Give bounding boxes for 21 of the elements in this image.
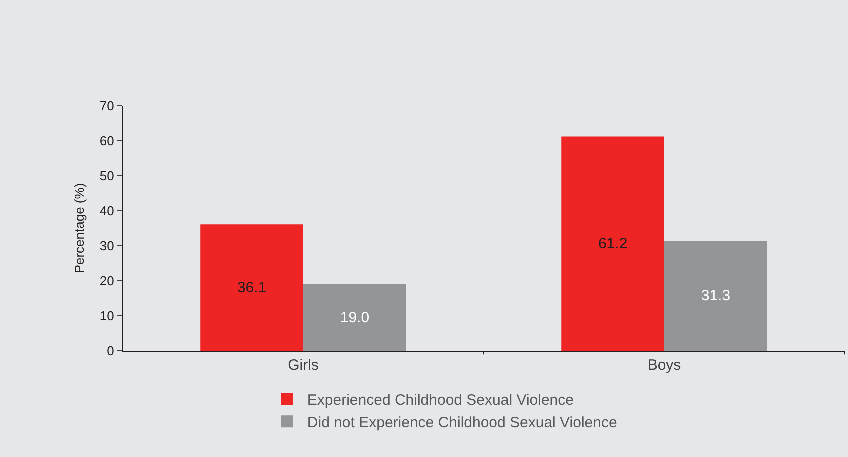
legend-label: Experienced Childhood Sexual Violence xyxy=(307,392,574,409)
data-label: 61.2 xyxy=(598,235,628,252)
bar xyxy=(304,284,406,351)
y-tick-label: 70 xyxy=(100,98,114,114)
y-tick-label: 60 xyxy=(100,134,114,149)
y-tick-label: 20 xyxy=(100,274,114,289)
bar xyxy=(562,136,664,351)
bar xyxy=(200,224,304,351)
data-label: 36.1 xyxy=(237,279,267,296)
bar xyxy=(664,241,768,351)
y-tick-label: 50 xyxy=(100,168,114,184)
y-tick-label: 0 xyxy=(107,344,114,359)
y-tick-label: 40 xyxy=(100,204,114,219)
legend-label: Did not Experience Childhood Sexual Violence xyxy=(307,414,618,432)
data-label: 19.0 xyxy=(340,309,370,326)
y-tick-label: 30 xyxy=(100,238,114,254)
y-axis-title: Percentage (%) xyxy=(72,183,87,274)
y-tick-label: 10 xyxy=(100,308,114,324)
data-label: 31.3 xyxy=(701,288,731,305)
x-tick-label: Girls xyxy=(288,357,319,374)
x-tick-label: Boys xyxy=(648,357,682,374)
